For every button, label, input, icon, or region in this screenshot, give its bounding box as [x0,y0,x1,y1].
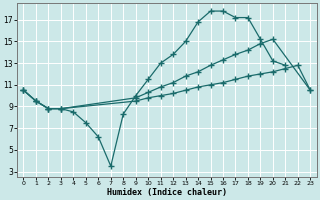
X-axis label: Humidex (Indice chaleur): Humidex (Indice chaleur) [107,188,227,197]
